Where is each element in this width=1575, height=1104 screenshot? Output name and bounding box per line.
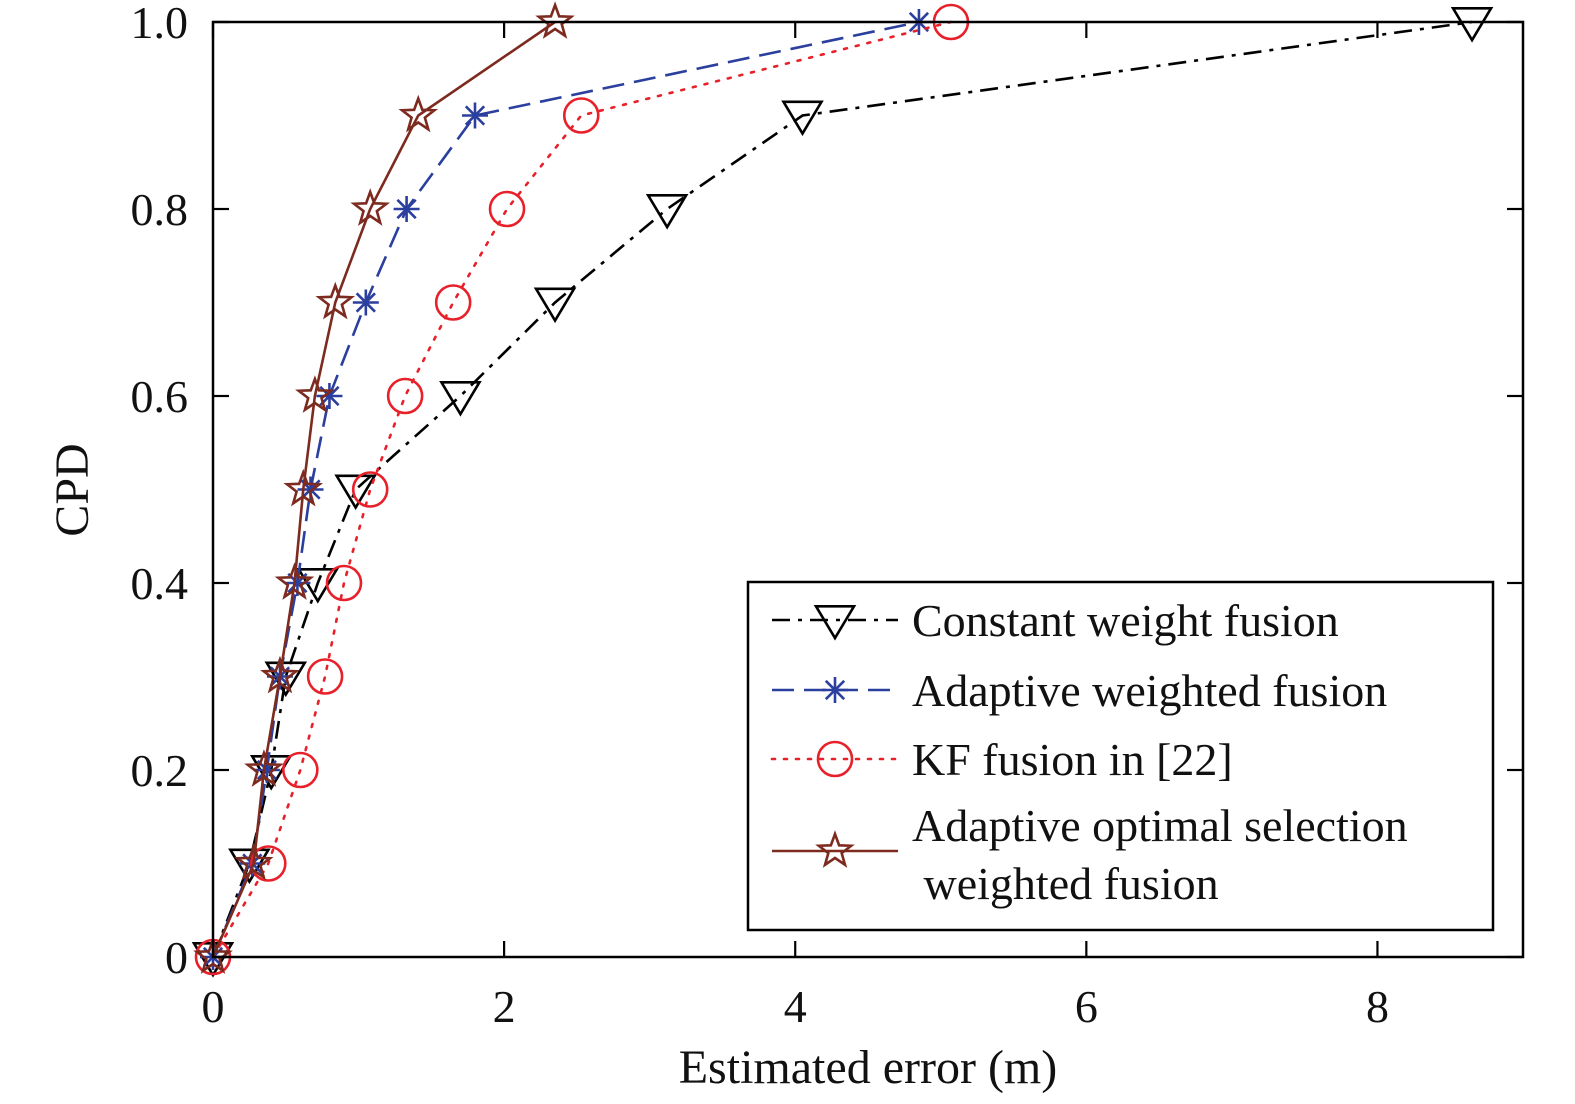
legend-swatch-marker	[813, 605, 857, 641]
series-4-point	[295, 375, 335, 413]
series-1-point	[249, 755, 293, 791]
x-tick-label: 0	[202, 981, 225, 1032]
legend-item-2: Adaptive weighted fusion	[772, 665, 1387, 716]
series-4-point	[283, 468, 324, 507]
series-4-point	[398, 94, 439, 133]
series-3-point	[434, 284, 472, 321]
y-axis-label: CPD	[46, 443, 99, 536]
y-tick-label: 0.6	[131, 371, 189, 422]
series-3-point	[306, 658, 344, 695]
series-4-point	[315, 281, 356, 320]
x-tick-label: 4	[784, 981, 807, 1032]
series-1-line	[211, 20, 1473, 958]
series-3-point	[282, 751, 319, 789]
series-1-point	[334, 474, 377, 511]
legend-swatch-marker	[822, 677, 848, 703]
series-2-point	[462, 102, 488, 129]
series-2-point	[393, 196, 420, 222]
series-4-point	[244, 749, 284, 787]
series-4-point	[233, 842, 274, 881]
legend-item-1: Constant weight fusion	[772, 595, 1339, 646]
series-2-point	[352, 289, 379, 316]
series-1-point	[228, 848, 271, 885]
series-3-point	[250, 845, 287, 882]
legend-item-4: Adaptive optimal selection weighted fusi…	[772, 800, 1408, 909]
series-4-point	[535, 1, 575, 39]
y-tick-label: 0	[165, 932, 188, 983]
legend-swatch-marker	[815, 830, 855, 868]
series-4-point	[350, 188, 390, 226]
y-tick-label: 0.4	[131, 558, 189, 609]
series-3-point	[325, 564, 363, 602]
series-2-point	[316, 383, 343, 409]
series-4-point	[260, 655, 300, 694]
series-1-point	[1450, 7, 1494, 43]
series-4	[193, 1, 575, 974]
legend-box	[746, 580, 1495, 932]
series-3-point	[386, 377, 424, 415]
series-3-point	[351, 471, 389, 508]
series-3-point	[562, 97, 600, 134]
tick-layer: 0 2 4 6 8 0 0.2 0.4 0.6 0.8 1.0	[131, 0, 1523, 1032]
series-3-point	[488, 190, 526, 228]
legend-label: Adaptive optimal selection weighted fusi…	[912, 800, 1408, 909]
series-4-point	[193, 936, 233, 974]
legend-item-3: KF fusion in [22]	[770, 734, 1233, 785]
y-tick-label: 0.2	[131, 745, 189, 796]
x-tick-label: 8	[1366, 981, 1389, 1032]
legend-label: Constant weight fusion	[912, 595, 1339, 646]
series-4-line	[211, 20, 556, 958]
plot-frame	[211, 20, 1525, 959]
series-1-point	[645, 194, 689, 230]
legend-swatch-marker	[816, 740, 854, 778]
series-2-line	[211, 20, 920, 958]
series-1-point	[439, 381, 482, 417]
series-1-point	[781, 100, 824, 137]
legend-label: Adaptive weighted fusion	[912, 665, 1387, 716]
y-tick-label: 0.8	[131, 184, 189, 235]
x-tick-label: 6	[1075, 981, 1098, 1032]
series-4-point	[274, 562, 315, 600]
y-tick-label: 1.0	[131, 0, 189, 48]
x-tick-label: 2	[493, 981, 516, 1032]
legend-items: Constant weight fusion Adaptive weighted …	[770, 595, 1408, 909]
x-axis-label: Estimated error (m)	[679, 1041, 1058, 1094]
series-1-point	[533, 287, 577, 324]
legend: Constant weight fusion Adaptive weighted …	[746, 580, 1495, 932]
series-layer	[191, 1, 1494, 978]
legend-label: KF fusion in [22]	[912, 734, 1233, 785]
